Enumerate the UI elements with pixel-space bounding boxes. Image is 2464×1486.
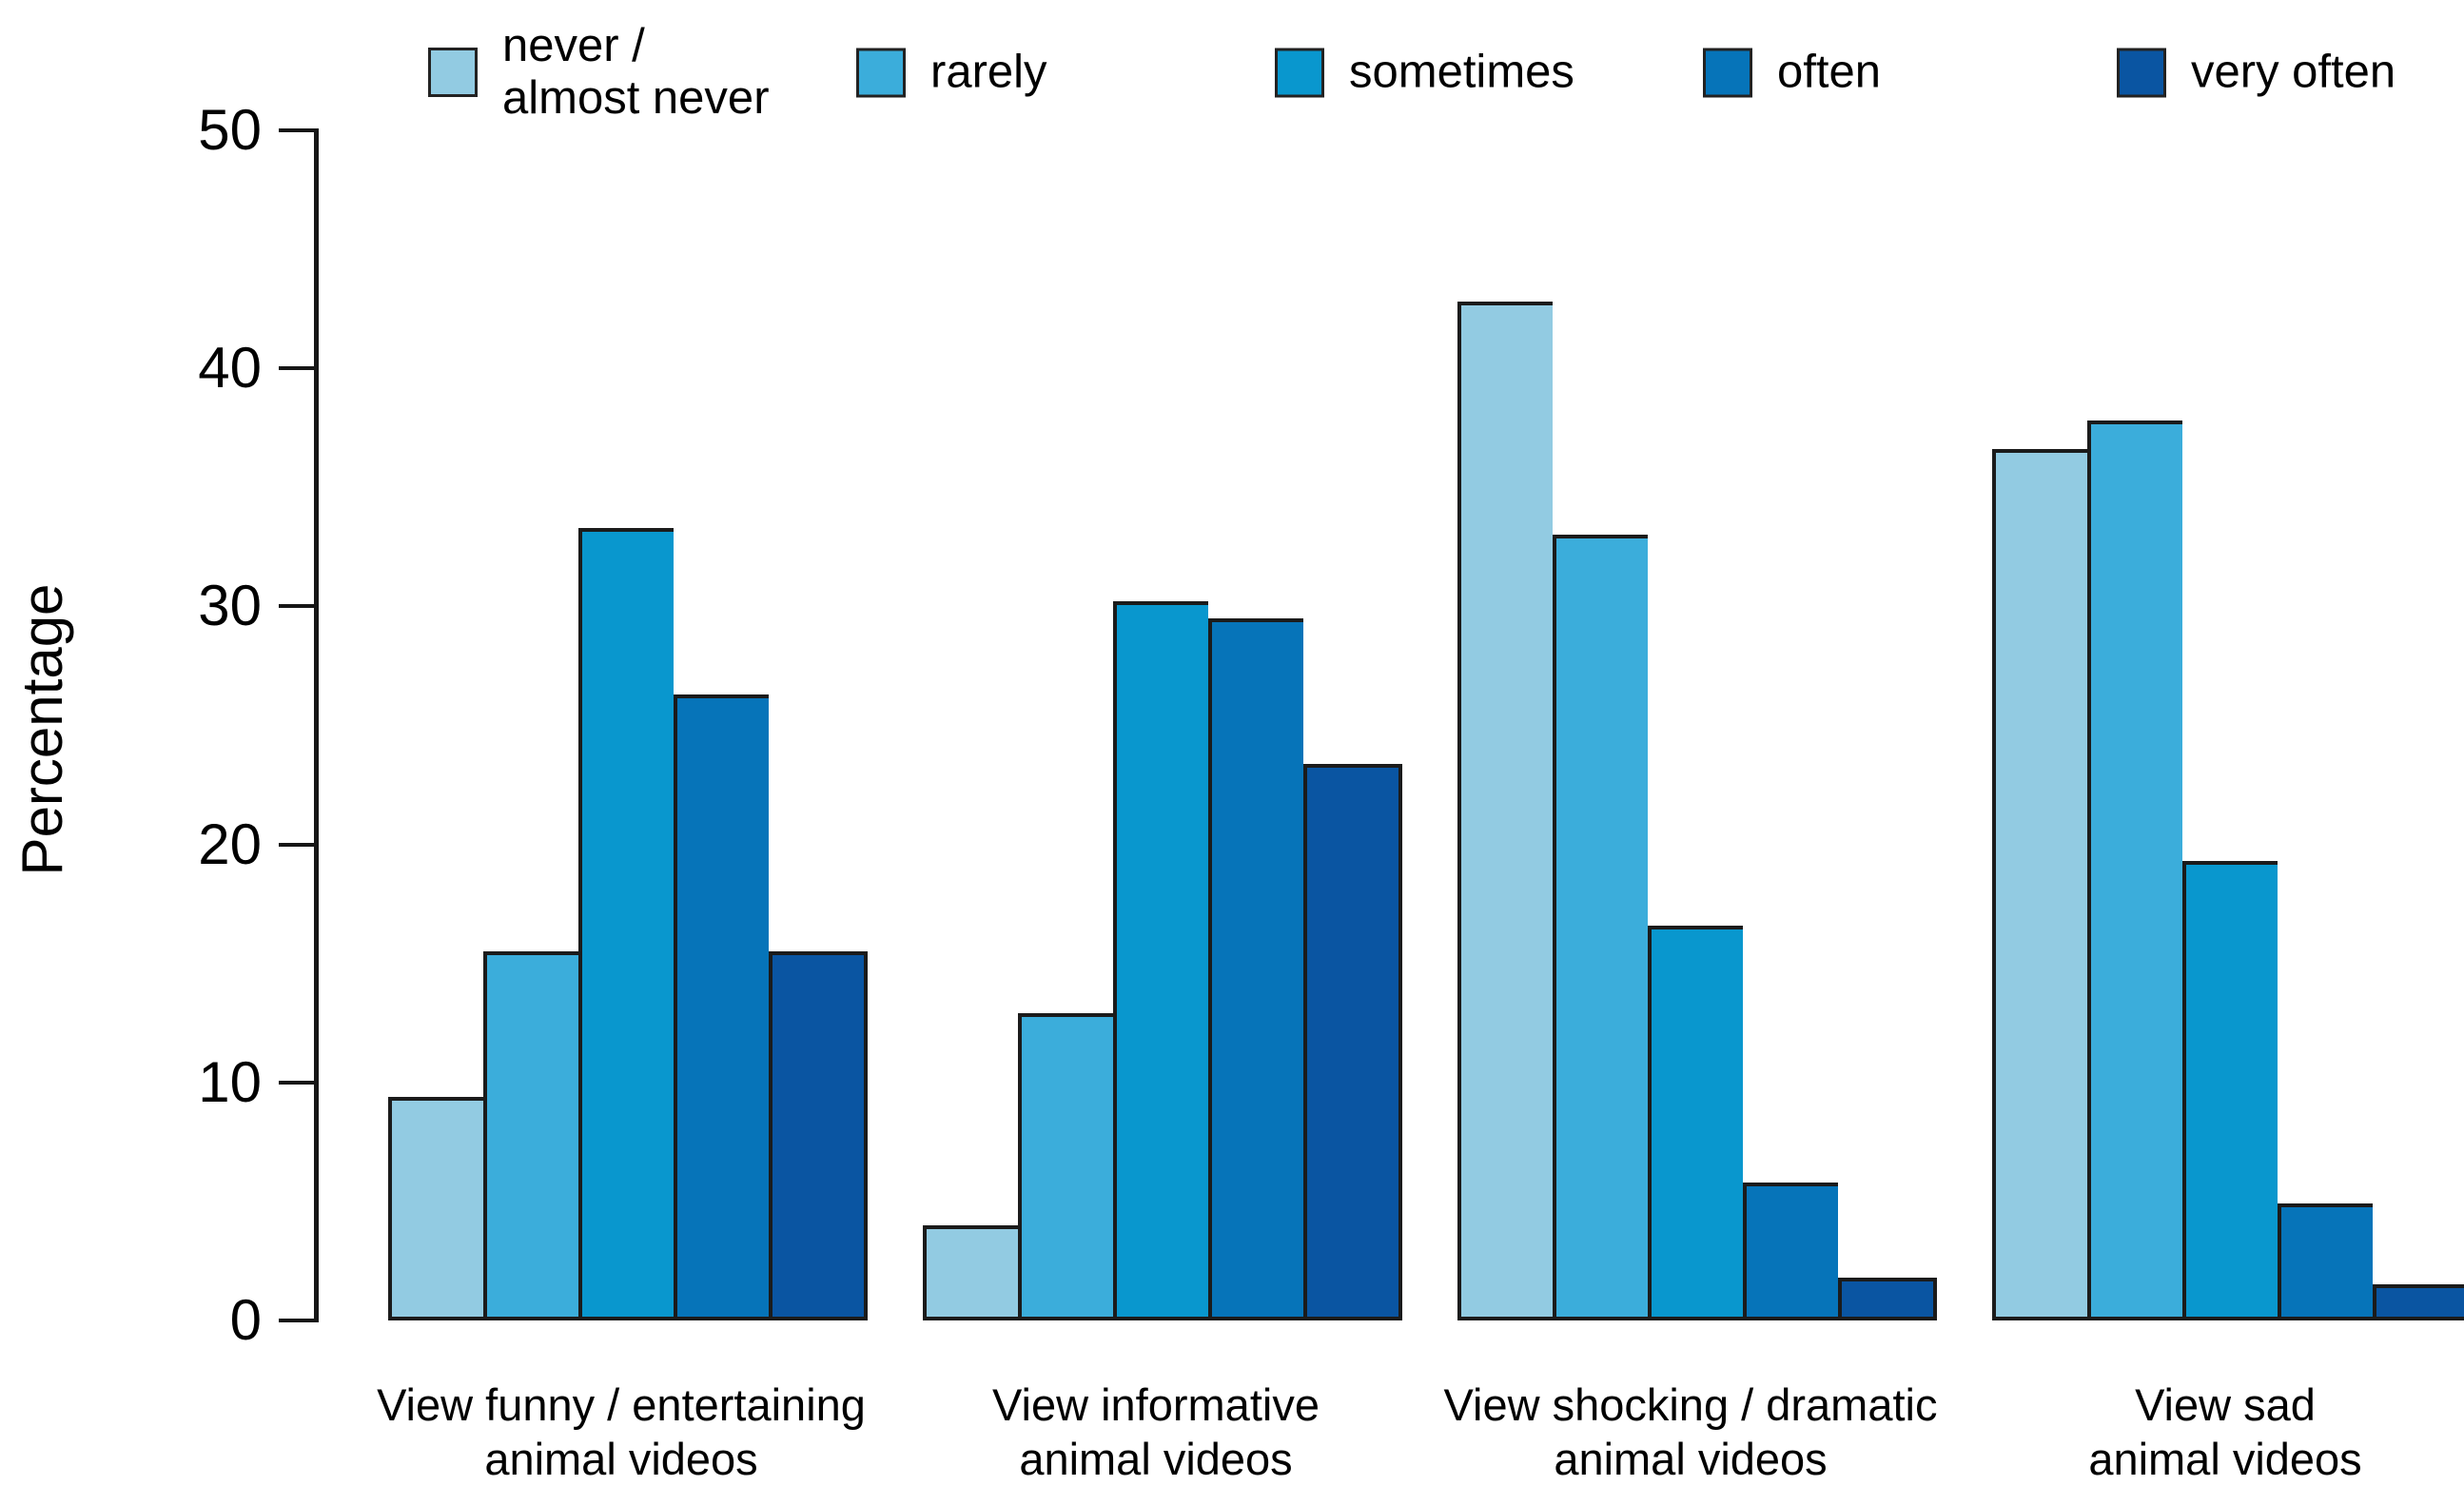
y-tick-mark <box>279 1080 319 1085</box>
bar-sometimes <box>2182 861 2278 1320</box>
y-tick-label: 30 <box>198 574 262 638</box>
legend-label: never / almost never <box>502 20 770 124</box>
legend-item: never / almost never <box>428 20 770 125</box>
bar-rarely <box>1553 535 1648 1320</box>
legend-label: sometimes <box>1349 46 1574 98</box>
legend-label: often <box>1777 46 1881 98</box>
bar-often <box>674 694 769 1320</box>
bar-sometimes <box>578 528 674 1320</box>
bar-very-often <box>769 951 868 1320</box>
y-tick-mark <box>279 128 319 132</box>
legend-item: very often <box>2117 47 2396 99</box>
legend-item: sometimes <box>1275 47 1574 99</box>
legend-swatch <box>1703 48 1752 97</box>
legend-swatch <box>2117 48 2166 97</box>
legend-label: very often <box>2191 46 2396 98</box>
x-axis-category-label: View shocking / dramatic animal videos <box>1443 1379 1938 1484</box>
legend-swatch <box>428 48 478 97</box>
legend: never / almost never rarely sometimes often… <box>0 0 2464 133</box>
legend-swatch <box>1275 48 1324 97</box>
bar-often <box>1208 618 1303 1320</box>
bar-group <box>1457 130 1937 1320</box>
bar-very-often <box>1303 764 1402 1320</box>
y-tick-label: 20 <box>198 811 262 876</box>
y-tick-mark <box>279 366 319 371</box>
bar-often <box>2278 1203 2373 1320</box>
legend-swatch <box>856 48 906 97</box>
legend-item: rarely <box>856 47 1047 99</box>
x-axis-category-label: View informative animal videos <box>992 1379 1320 1484</box>
bar-very-often <box>2373 1284 2464 1320</box>
bar-rarely <box>483 951 578 1320</box>
bar-never-almost-never <box>1457 302 1553 1320</box>
y-tick-mark <box>279 1319 319 1322</box>
y-tick-label: 50 <box>198 98 262 162</box>
bar-very-often <box>1838 1278 1937 1320</box>
bar-group <box>923 130 1402 1320</box>
bar-group <box>1992 130 2464 1320</box>
plot-area: 0 10 20 30 40 50 <box>198 100 2464 1351</box>
y-tick-mark <box>279 842 319 847</box>
bar-never-almost-never <box>388 1097 483 1320</box>
y-tick-mark <box>279 604 319 609</box>
y-tick-label: 10 <box>198 1049 262 1114</box>
bar-often <box>1743 1183 1838 1320</box>
y-axis-title: Percentage <box>10 583 74 876</box>
x-axis-category-label: View sad animal videos <box>2088 1379 2362 1484</box>
bar-sometimes <box>1648 926 1743 1320</box>
legend-label: rarely <box>930 46 1047 98</box>
bar-never-almost-never <box>1992 449 2087 1320</box>
bar-never-almost-never <box>923 1225 1018 1320</box>
bar-sometimes <box>1113 601 1208 1320</box>
x-axis-category-label: View funny / entertaining animal videos <box>377 1379 866 1484</box>
bar-rarely <box>1018 1013 1113 1320</box>
y-tick-label: 0 <box>229 1288 262 1352</box>
bar-group <box>388 130 868 1320</box>
legend-item: often <box>1703 47 1881 99</box>
y-tick-label: 40 <box>198 336 262 401</box>
bar-rarely <box>2087 420 2182 1320</box>
